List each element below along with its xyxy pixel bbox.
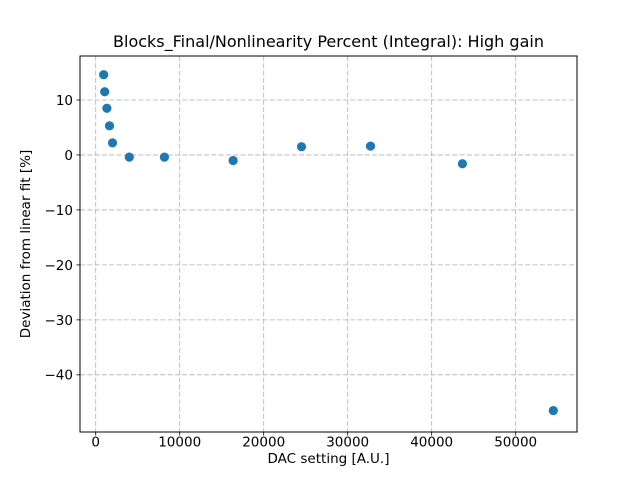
data-point (102, 103, 112, 113)
x-tick-label: 0 (91, 435, 100, 451)
data-point (124, 152, 134, 162)
y-tick-label: −10 (45, 203, 74, 219)
chart-title: Blocks_Final/Nonlinearity Percent (Integ… (113, 32, 544, 51)
y-tick-label: −20 (45, 258, 74, 274)
x-tick-label: 30000 (326, 435, 369, 451)
y-tick-label: −30 (45, 313, 74, 329)
data-point (104, 121, 115, 131)
data-point (548, 405, 558, 416)
y-tick-label: 0 (64, 148, 73, 164)
axes-spines (79, 55, 578, 433)
data-point (107, 138, 118, 148)
data-point (99, 70, 109, 80)
data-point (296, 142, 307, 152)
data-point (100, 87, 110, 97)
x-tick-label: 20000 (242, 435, 285, 451)
x-axis-label: DAC setting [A.U.] (267, 451, 390, 467)
y-tick-label: −40 (45, 368, 74, 384)
data-point (365, 141, 376, 151)
x-tick-label: 10000 (158, 435, 201, 451)
x-tick-label: 50000 (494, 435, 537, 451)
data-point (457, 159, 468, 169)
x-tick-label: 40000 (410, 435, 453, 451)
y-tick-label: 10 (56, 93, 73, 109)
data-point (159, 152, 170, 162)
data-point (228, 155, 238, 166)
